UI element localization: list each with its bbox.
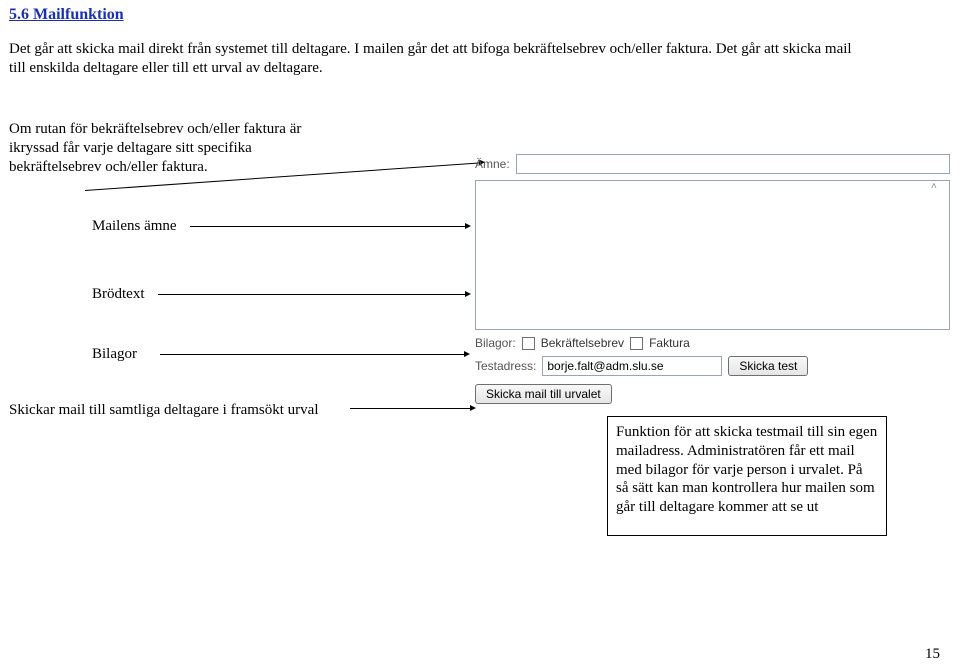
checkbox-bekraftelsebrev[interactable] (522, 337, 535, 350)
body-textarea[interactable]: ˄ (475, 180, 950, 330)
page-number: 15 (925, 646, 940, 663)
callout-label-skickar: Skickar mail till samtliga deltagare i f… (9, 402, 319, 419)
intro-paragraph: Det går att skicka mail direkt från syst… (9, 40, 859, 78)
checkbox-faktura-label: Faktura (649, 336, 690, 350)
send-row: Skicka mail till urvalet (475, 384, 950, 404)
arrow-amne (190, 226, 465, 227)
info-box: Funktion för att skicka testmail till si… (607, 416, 887, 536)
arrow-skickar (350, 408, 470, 409)
amne-input[interactable] (516, 154, 950, 174)
arrow-bilagor (160, 354, 464, 355)
scroll-up-icon: ˄ (931, 184, 941, 190)
checkbox-bekraftelsebrev-label: Bekräftelsebrev (541, 336, 624, 350)
callout-label-amne: Mailens ämne (92, 218, 177, 235)
section-heading: 5.6 Mailfunktion (9, 6, 124, 24)
amne-label: Ämne: (475, 157, 510, 171)
note-paragraph: Om rutan för bekräftelsebrev och/eller f… (9, 120, 339, 176)
bilagor-label: Bilagor: (475, 336, 516, 350)
checkbox-faktura[interactable] (630, 337, 643, 350)
arrow-brodtext (158, 294, 465, 295)
callout-label-brodtext: Brödtext (92, 286, 145, 303)
mail-form: Ämne: ˄ Bilagor: Bekräftelsebrev Faktura… (475, 150, 950, 404)
skicka-urval-button[interactable]: Skicka mail till urvalet (475, 384, 612, 404)
testadress-label: Testadress: (475, 359, 536, 373)
testadress-row: Testadress: Skicka test (475, 356, 950, 376)
skicka-test-button[interactable]: Skicka test (728, 356, 808, 376)
amne-row: Ämne: (475, 154, 950, 174)
callout-label-bilagor: Bilagor (92, 346, 137, 363)
bilagor-row: Bilagor: Bekräftelsebrev Faktura (475, 336, 950, 350)
testadress-input[interactable] (542, 356, 722, 376)
